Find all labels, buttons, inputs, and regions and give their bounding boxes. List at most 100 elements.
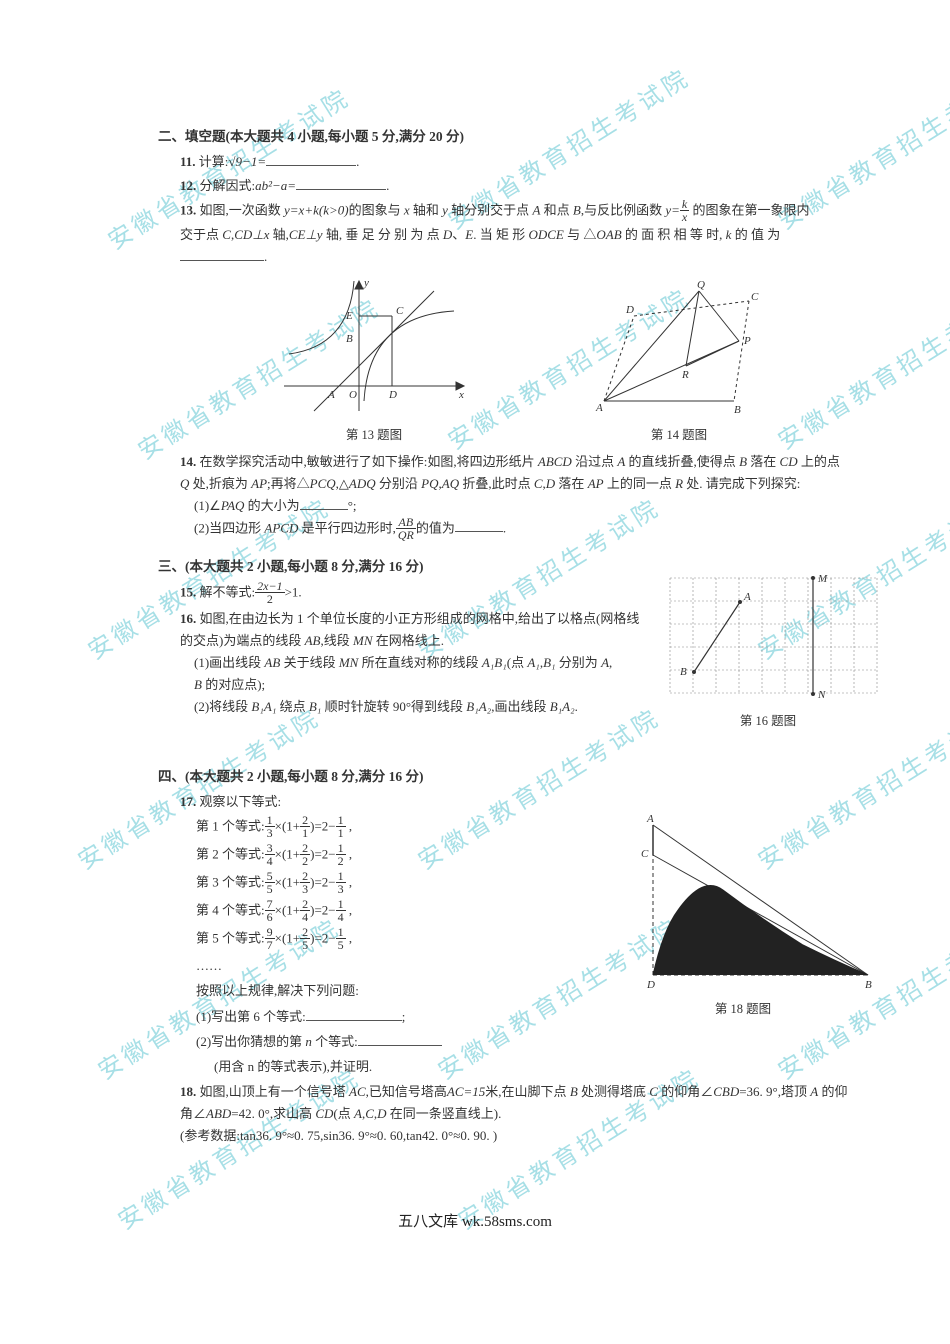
fig16: M A B N 第 16 题图: [658, 572, 878, 732]
lbl-D: D: [625, 304, 634, 316]
q14-num: 14.: [180, 454, 196, 469]
t: C: [534, 476, 543, 491]
q12-pre: 分解因式:: [200, 178, 256, 193]
t: PCQ: [310, 476, 336, 491]
frac-d: QR: [396, 529, 416, 541]
t: .: [575, 699, 578, 714]
q13-t: 的 值 为: [731, 227, 780, 242]
q11-pre: 计算:: [199, 154, 229, 169]
frac-d: x: [680, 211, 689, 223]
t: (1)∠: [194, 498, 221, 513]
t: 如图,山顶上有一个信号塔: [200, 1084, 350, 1099]
exam-page: 二、填空题(本大题共 4 小题,每小题 5 分,满分 20 分) 11. 计算:…: [158, 120, 890, 1149]
t: ,画出线段: [491, 699, 550, 714]
q13-post: .: [264, 249, 267, 264]
t: .: [503, 520, 506, 535]
q13-t: OAB: [596, 227, 621, 242]
t: °;: [348, 498, 357, 513]
lbl-B: B: [346, 333, 353, 345]
fig13-caption: 第 13 题图: [274, 425, 474, 446]
t: 观察以下等式:: [200, 794, 282, 809]
lbl-x: x: [458, 389, 464, 401]
t: 的对应点);: [202, 677, 265, 692]
t: AP: [588, 476, 604, 491]
t: 处,折痕为: [189, 476, 251, 491]
t: MN: [353, 633, 373, 648]
q11: 11. 计算:√9−1=.: [180, 151, 890, 173]
q13-t: 如图,一次函数: [200, 203, 285, 218]
t: (参考数据:tan36. 9°≈0. 75,sin36. 9°≈0. 60,ta…: [180, 1128, 497, 1143]
t: B₁A₂: [550, 699, 575, 714]
fig18-caption: 第 18 题图: [603, 999, 883, 1020]
section-4-title: 四、(本大题共 2 小题,每小题 8 分,满分 16 分): [158, 766, 890, 789]
t: 是平行四边形时,: [298, 520, 396, 535]
t: 分别为: [556, 655, 602, 670]
q17-p2: (2)写出你猜想的第 n 个等式:: [196, 1031, 890, 1053]
t: 米,在山脚下点: [485, 1084, 570, 1099]
t: AB: [305, 633, 321, 648]
t: 的大小为: [244, 498, 299, 513]
q13-t: y=: [665, 203, 680, 218]
lbl-A: A: [743, 591, 751, 603]
q13-t: 的图象在第一象限内: [689, 203, 809, 218]
t: 的仰: [818, 1084, 847, 1099]
t: 的仰角∠: [658, 1084, 713, 1099]
q15-frac: 2x−12: [255, 580, 284, 605]
q13: 13. 如图,一次函数 y=x+k(k>0)的图象与 x 轴和 y 轴分别交于点…: [180, 199, 890, 268]
lbl-B: B: [734, 404, 741, 416]
q13-t: 与 △: [564, 227, 597, 242]
t: 在数学探究活动中,敏敏进行了如下操作:如图,将四边形纸片: [200, 454, 538, 469]
frac-d: 2: [255, 593, 284, 605]
t: =36. 9°,塔顶: [739, 1084, 810, 1099]
t: APCD: [264, 520, 298, 535]
t: ,已知信号塔高: [366, 1084, 447, 1099]
fig18-svg: A C D B: [603, 810, 883, 990]
q11-expr: √9−1=: [228, 154, 266, 169]
t: PAQ: [221, 498, 245, 513]
lbl-A: A: [327, 389, 335, 401]
t: AC=15: [447, 1084, 485, 1099]
q12: 12. 分解因式:ab²−a=.: [180, 175, 890, 197]
t: =42. 0°,求山高: [231, 1106, 315, 1121]
t: C: [649, 1084, 658, 1099]
q13-t: 交于点: [180, 227, 222, 242]
t: (点: [333, 1106, 354, 1121]
q13-num: 13.: [180, 203, 196, 218]
t: ;再将△: [267, 476, 310, 491]
t: A₁: [527, 655, 539, 670]
t: MN: [339, 655, 359, 670]
t: (2)将线段: [194, 699, 251, 714]
t: PQ: [421, 476, 438, 491]
q18-num: 18.: [180, 1084, 196, 1099]
q14-sub1: (1)∠PAQ 的大小为 °;: [194, 495, 890, 517]
t: ,线段: [320, 633, 353, 648]
t: A: [354, 1106, 362, 1121]
q14: 14. 在数学探究活动中,敏敏进行了如下操作:如图,将四边形纸片 ABCD 沿过…: [180, 451, 890, 542]
lbl-E: E: [345, 310, 353, 322]
lbl-C: C: [396, 305, 404, 317]
q11-num: 11.: [180, 154, 196, 169]
t: A: [810, 1084, 818, 1099]
q16-sub2: (2)将线段 B₁A₁ 绕点 B₁ 顺时针旋转 90°得到线段 B₁A₂,画出线…: [194, 696, 650, 718]
q13-t: 轴,: [269, 227, 289, 242]
lbl-B: B: [865, 979, 872, 990]
t: 的值为: [416, 520, 455, 535]
frac-n: AB: [396, 516, 416, 529]
t: R: [675, 476, 683, 491]
q16-num: 16.: [180, 611, 196, 626]
t: (1)画出线段: [194, 655, 264, 670]
fig-row-13-14: y x E C B A O D 第 13 题图: [158, 276, 890, 446]
q13-t: CD⊥x: [234, 227, 269, 242]
q17-num: 17.: [180, 794, 196, 809]
q13-t: 和点: [540, 203, 573, 218]
q13-blank: [180, 248, 264, 261]
lbl-A: A: [595, 402, 603, 414]
t: 折叠,此时点: [459, 476, 534, 491]
q12-expr: ab²−a=: [255, 178, 296, 193]
t: (2)写出你猜想的第: [196, 1034, 305, 1049]
t: AB: [264, 655, 280, 670]
lbl-Q: Q: [697, 279, 705, 291]
t: B: [739, 454, 747, 469]
t: ;: [402, 1009, 406, 1024]
t: 处. 请完成下列探究:: [683, 476, 800, 491]
